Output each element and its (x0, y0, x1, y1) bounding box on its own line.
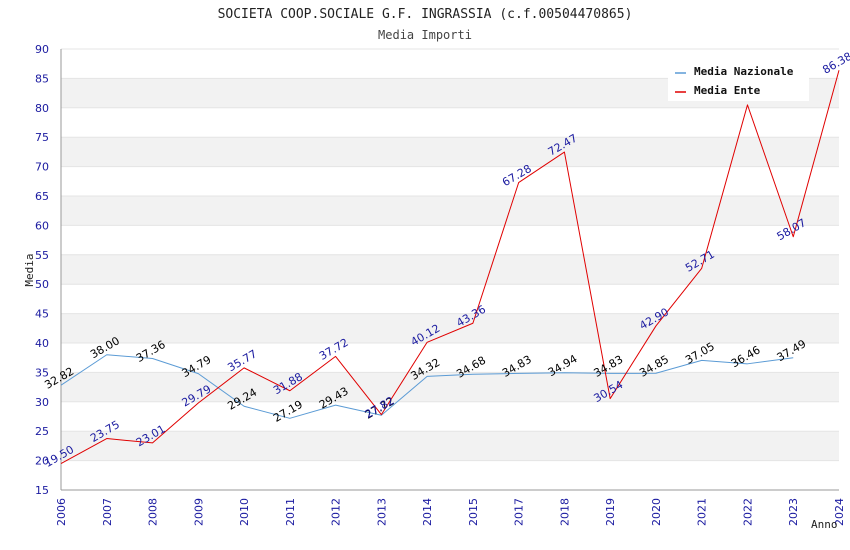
data-label: 35.77 (225, 347, 259, 374)
y-axis-label: Media (23, 253, 36, 286)
data-label: 86.38 (820, 50, 850, 77)
x-tick-label: 2020 (650, 498, 663, 526)
x-tick-label: 2021 (696, 498, 709, 526)
chart-title: SOCIETA COOP.SOCIALE G.F. INGRASSIA (c.f… (218, 7, 633, 22)
series-line-1 (60, 70, 840, 464)
x-tick-label: 2022 (741, 498, 754, 526)
grid-bands (61, 48, 839, 491)
grid-band (61, 431, 839, 461)
x-tick-labels: 2006 2007 2008 2009 2010 2011 2012 2013 2014 2015… (55, 498, 846, 526)
y-tick-label: 90 (35, 43, 49, 56)
x-tick-label: 2012 (330, 498, 343, 526)
x-tick-label: 2009 (192, 498, 205, 526)
data-label: 37.05 (683, 340, 717, 367)
y-tick-label: 20 (35, 455, 49, 468)
chart-subtitle: Media Importi (378, 28, 472, 42)
grid-band (61, 254, 839, 285)
x-tick-label: 2011 (284, 498, 297, 526)
y-tick-label: 15 (35, 484, 49, 497)
legend-label-media-ente: Media Ente (694, 84, 761, 97)
x-tick-label: 2014 (421, 498, 434, 526)
y-tick-label: 80 (35, 102, 49, 115)
y-tick-labels: 15 20 25 30 35 40 45 50 55 60 65 70 75 80 85 90 (35, 43, 49, 497)
x-tick-label: 2008 (147, 498, 160, 526)
y-tick-label: 25 (35, 425, 49, 438)
grid-band (61, 313, 839, 343)
y-tick-label: 55 (35, 249, 49, 262)
data-label: 36.46 (729, 343, 763, 370)
x-tick-label: 2013 (375, 498, 388, 526)
series-lines (60, 70, 840, 464)
x-tick-label: 2023 (787, 498, 800, 526)
x-tick-label: 2024 (833, 498, 846, 526)
x-tick-label: 2018 (558, 498, 571, 526)
y-tick-label: 85 (35, 72, 49, 85)
y-tick-label: 40 (35, 337, 49, 350)
x-axis-label: Anno (811, 518, 838, 531)
x-tick-label: 2006 (55, 498, 68, 526)
y-tick-label: 35 (35, 366, 49, 379)
y-tick-label: 45 (35, 308, 49, 321)
y-tick-label: 50 (35, 278, 49, 291)
y-tick-label: 65 (35, 190, 49, 203)
y-tick-label: 30 (35, 396, 49, 409)
x-tick-label: 2017 (513, 498, 526, 526)
y-tick-label: 70 (35, 161, 49, 174)
y-tick-label: 60 (35, 219, 49, 232)
axes (60, 49, 839, 491)
data-label: 19.50 (42, 443, 76, 470)
x-tick-label: 2019 (604, 498, 617, 526)
grid-band (61, 196, 839, 226)
legend-box (668, 60, 809, 101)
grid-band (61, 372, 839, 402)
x-tick-label: 2010 (238, 498, 251, 526)
legend: Media Nazionale Media Ente (668, 60, 809, 101)
x-tick-label: 2007 (101, 498, 114, 526)
legend-label-media-nazionale: Media Nazionale (694, 65, 794, 78)
y-tick-label: 75 (35, 131, 49, 144)
x-tick-label: 2015 (467, 498, 480, 526)
grid-band (61, 137, 839, 167)
series-line-0 (60, 354, 794, 419)
